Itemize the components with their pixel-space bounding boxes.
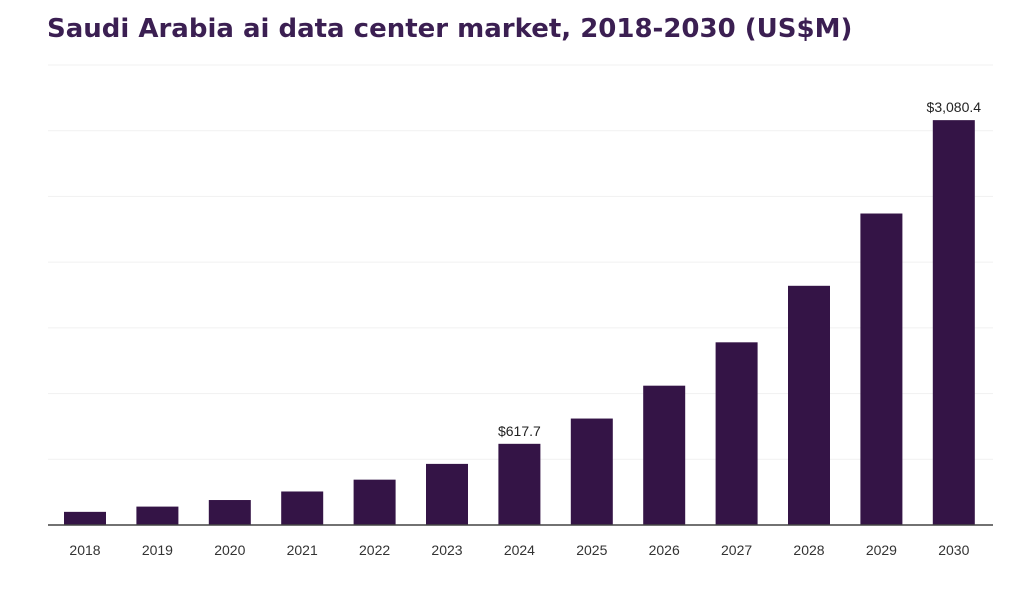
bar-2024[interactable] (498, 443, 541, 525)
x-tick-label-2026: 2026 (649, 542, 680, 558)
x-tick-label-2029: 2029 (866, 542, 897, 558)
gridlines (48, 64, 993, 460)
bar-2030[interactable] (932, 120, 975, 525)
data-label-2024: $617.7 (498, 423, 541, 439)
chart-title: Saudi Arabia ai data center market, 2018… (47, 14, 853, 44)
data-labels: $617.7 $3,080.4 (498, 99, 981, 439)
bar-2025[interactable] (570, 418, 613, 525)
x-tick-label-2018: 2018 (69, 542, 100, 558)
bar-2028[interactable] (788, 285, 830, 525)
bar-2020[interactable] (208, 500, 251, 525)
x-tick-label-2020: 2020 (214, 542, 245, 558)
x-tick-label-2021: 2021 (287, 542, 318, 558)
bar-2018[interactable] (64, 511, 106, 525)
x-tick-label-2028: 2028 (793, 542, 824, 558)
bar-2029[interactable] (860, 213, 903, 525)
x-tick-label-2030: 2030 (938, 542, 969, 558)
bars (64, 120, 975, 525)
bar-2022[interactable] (353, 479, 396, 525)
x-tick-labels: 2018 2019 2020 2021 2022 2023 2024 2025 2026 2027… (69, 542, 969, 558)
bar-2019[interactable] (136, 506, 179, 525)
bar-2023[interactable] (426, 463, 468, 525)
x-tick-label-2023: 2023 (431, 542, 462, 558)
x-tick-label-2024: 2024 (504, 542, 535, 558)
bar-2026[interactable] (643, 385, 686, 525)
data-label-2030: $3,080.4 (927, 99, 982, 115)
x-tick-label-2019: 2019 (142, 542, 173, 558)
x-tick-label-2027: 2027 (721, 542, 752, 558)
x-tick-label-2022: 2022 (359, 542, 390, 558)
bar-2027[interactable] (715, 342, 758, 525)
x-tick-label-2025: 2025 (576, 542, 607, 558)
bar-2021[interactable] (281, 491, 324, 525)
